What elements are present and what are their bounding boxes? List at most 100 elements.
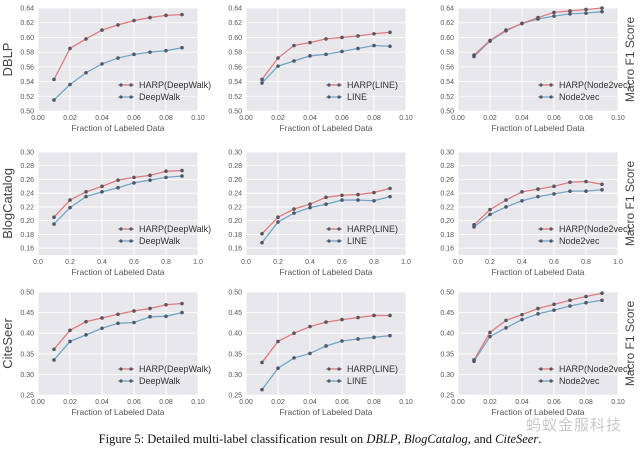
y-tick-label: 0.50	[20, 290, 34, 297]
data-point	[100, 316, 104, 320]
data-point	[356, 192, 360, 197]
y-tick-label: 0.22	[440, 204, 454, 211]
legend-marker	[539, 239, 543, 243]
legend-label: Node2vec	[559, 376, 600, 386]
x-tick-label: 0.08	[159, 399, 173, 406]
legend-marker	[337, 227, 341, 231]
data-point	[260, 387, 264, 392]
y-tick-label: 0.62	[228, 20, 242, 27]
data-point	[536, 312, 540, 316]
data-point	[292, 207, 296, 211]
data-point	[472, 53, 476, 57]
legend-marker	[327, 239, 331, 243]
data-point	[356, 46, 360, 51]
x-tick-label: 0.06	[335, 399, 349, 406]
data-point	[180, 168, 184, 173]
x-axis-label: Fraction of Labeled Data	[491, 123, 584, 133]
legend-marker	[549, 367, 553, 371]
y-tick-label: 0.58	[228, 50, 242, 57]
data-point	[116, 321, 120, 326]
data-point	[132, 320, 136, 325]
data-point	[308, 324, 312, 329]
x-tick-label: 0.04	[515, 115, 529, 122]
data-point	[308, 351, 312, 356]
legend-label: HARP(LINE)	[347, 224, 398, 234]
data-point	[132, 309, 136, 313]
x-tick-label: 1.0	[613, 259, 623, 266]
data-point	[84, 333, 88, 337]
legend-marker	[119, 379, 123, 383]
x-tick-label: 0.10	[611, 399, 625, 406]
data-point	[132, 52, 136, 57]
data-point	[292, 211, 296, 215]
x-axis-label: Fraction of Labeled Data	[491, 407, 584, 417]
y-tick-label: 0.18	[20, 232, 34, 239]
data-point	[340, 317, 344, 322]
data-point	[276, 220, 280, 224]
figure-caption: Figure 5: Detailed multi-label classific…	[0, 432, 640, 447]
data-point	[84, 70, 88, 75]
data-point	[388, 333, 392, 338]
data-point	[84, 319, 88, 324]
y-tick-label: 0.40	[440, 331, 454, 338]
chart-panel-2-2: 0.00 0.02 0.04 0.06 0.08 0.10 0.25 0.30 0.35 0.40…	[440, 290, 637, 418]
y-tick-label: 0.16	[228, 246, 242, 253]
data-point	[116, 56, 120, 60]
x-tick-label: 0.02	[483, 399, 497, 406]
x-tick-label: 0.04	[95, 115, 109, 122]
data-point	[600, 187, 604, 192]
data-point	[356, 337, 360, 341]
chart-panel-0-1: 0.00 0.02 0.04 0.06 0.08 0.10 0.50 0.52 0.54 0.56…	[228, 6, 413, 134]
data-point	[584, 300, 588, 305]
data-point	[276, 64, 280, 68]
data-point	[356, 315, 360, 320]
legend-marker	[119, 83, 123, 87]
y-tick-label: 0.28	[20, 163, 34, 170]
data-point	[276, 56, 280, 60]
y-tick-label: 0.35	[228, 351, 242, 358]
data-point	[488, 334, 492, 339]
data-point	[68, 205, 72, 210]
legend-marker	[549, 83, 553, 87]
data-point	[536, 187, 540, 191]
y-tick-label: 0.24	[20, 191, 34, 198]
x-tick-label: 0.10	[191, 399, 205, 406]
data-point	[372, 43, 376, 48]
data-point	[568, 9, 572, 13]
data-point	[68, 198, 72, 202]
y-tick-label: 0.25	[440, 393, 454, 400]
legend-label: HARP(DeepWalk)	[139, 80, 211, 90]
data-point	[372, 190, 376, 195]
data-point	[388, 313, 392, 318]
legend-marker	[337, 83, 341, 87]
x-tick-label: 0.06	[127, 115, 141, 122]
y-tick-label: 0.30	[440, 372, 454, 379]
data-point	[292, 43, 296, 48]
data-point	[488, 212, 492, 217]
legend-label: HARP(LINE)	[347, 364, 398, 374]
y-tick-label: 0.54	[20, 79, 34, 86]
data-point	[552, 192, 556, 196]
data-point	[340, 35, 344, 40]
x-axis-label: Fraction of Labeled Data	[71, 267, 164, 277]
data-point	[52, 77, 56, 82]
x-tick-label: 0.02	[271, 115, 285, 122]
y-tick-label: 0.62	[20, 20, 34, 27]
legend-label: Node2vec	[559, 236, 600, 246]
y-tick-label: 0.52	[440, 94, 454, 101]
data-point	[68, 328, 72, 333]
x-tick-label: 0.02	[483, 115, 497, 122]
data-point	[388, 30, 392, 35]
legend-marker	[129, 239, 133, 243]
y-tick-label: 0.26	[20, 177, 34, 184]
y-tick-label: 0.22	[20, 204, 34, 211]
x-tick-label: 0.04	[515, 399, 529, 406]
legend-marker	[327, 83, 331, 87]
x-tick-label: 0.4	[305, 259, 315, 266]
x-tick-label: 0.8	[369, 259, 379, 266]
data-point	[100, 62, 104, 66]
data-point	[180, 174, 184, 178]
legend-label: DeepWalk	[139, 236, 181, 246]
x-tick-label: 0.08	[579, 115, 593, 122]
x-tick-label: 0.10	[399, 399, 413, 406]
